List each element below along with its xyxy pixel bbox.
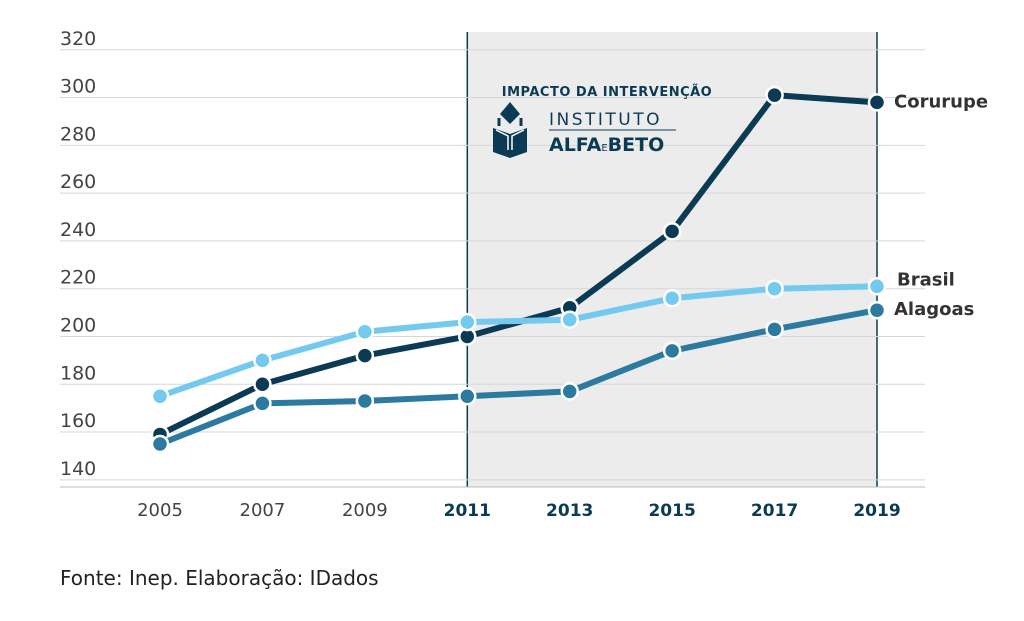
- series-label-brasil: Brasil: [897, 269, 955, 290]
- x-tick-label: 2019: [853, 501, 900, 521]
- data-point-alagoas: [867, 300, 887, 320]
- y-tick-label: 140: [60, 458, 96, 480]
- y-tick-label: 320: [60, 28, 96, 50]
- data-point-corurupe: [867, 93, 887, 112]
- y-tick-label: 160: [60, 410, 96, 432]
- y-tick-label: 260: [60, 171, 96, 193]
- data-point-brasil: [253, 351, 272, 370]
- x-tick-label: 2017: [751, 501, 798, 521]
- data-point-corurupe: [253, 375, 272, 394]
- data-point-brasil: [150, 386, 170, 406]
- data-point-brasil: [458, 312, 477, 332]
- x-axis: 2005 2007 2009 2011 2013 2015 2017 2019: [137, 500, 901, 521]
- data-point-alagoas: [560, 382, 579, 401]
- series-lines: [150, 85, 887, 454]
- y-tick-label: 240: [60, 219, 96, 241]
- highlight-band: [467, 32, 877, 487]
- instituto-alfa-e-beto-logo: INSTITUTO ALFAEBETO: [493, 102, 676, 158]
- series-line-brasil: [157, 283, 880, 400]
- y-tick-label: 300: [60, 76, 96, 98]
- series-brasil: [150, 277, 887, 406]
- open-book-icon: [493, 102, 527, 158]
- data-point-alagoas: [458, 386, 477, 406]
- intervention-highlight: [466, 32, 878, 487]
- y-tick-label: 180: [60, 362, 96, 384]
- y-tick-label: 200: [60, 314, 96, 336]
- series-label-alagoas: Alagoas: [894, 299, 974, 320]
- x-tick-label: 2015: [648, 501, 695, 521]
- intervention-annotation: IMPACTO DA INTERVENÇÃO INSTITUTO ALFAEBE…: [493, 84, 712, 158]
- data-point-brasil: [765, 279, 784, 298]
- y-axis: 140 160 180 200 220 240 260 280 300 320: [60, 28, 96, 480]
- x-tick-label: 2011: [444, 501, 491, 521]
- logo-instituto-text: INSTITUTO: [549, 110, 662, 130]
- data-point-corurupe: [662, 222, 682, 241]
- data-point-alagoas: [662, 341, 682, 361]
- series-label-corurupe: Corurupe: [894, 91, 988, 112]
- x-tick-label: 2009: [342, 500, 388, 521]
- data-point-alagoas: [150, 434, 170, 454]
- y-tick-label: 220: [60, 267, 96, 289]
- x-tick-label: 2005: [137, 500, 183, 521]
- data-point-corurupe: [355, 346, 375, 365]
- logo-alfa-e-beto-text: ALFAEBETO: [549, 134, 664, 156]
- data-point-brasil: [355, 322, 375, 341]
- data-point-brasil: [662, 289, 682, 308]
- source-note: Fonte: Inep. Elaboração: IDados: [60, 566, 379, 590]
- x-tick-label: 2007: [240, 500, 286, 521]
- x-tick-label: 2013: [546, 501, 593, 521]
- data-point-alagoas: [355, 391, 375, 411]
- y-tick-label: 280: [60, 123, 96, 145]
- data-point-corurupe: [765, 85, 784, 105]
- data-point-brasil: [867, 277, 887, 296]
- data-point-alagoas: [765, 320, 784, 339]
- data-point-alagoas: [253, 394, 272, 413]
- series-line-alagoas: [157, 307, 880, 447]
- annotation-heading: IMPACTO DA INTERVENÇÃO: [502, 84, 712, 100]
- series-alagoas: [150, 300, 887, 454]
- data-point-brasil: [560, 310, 579, 330]
- series-labels: Corurupe Brasil Alagoas: [894, 91, 988, 320]
